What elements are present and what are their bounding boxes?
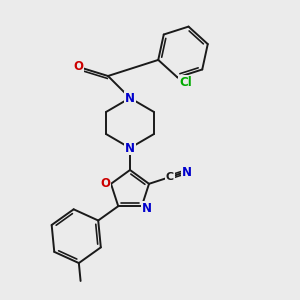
Text: N: N	[182, 166, 192, 179]
Text: O: O	[100, 177, 110, 190]
Text: Cl: Cl	[179, 76, 192, 89]
Text: N: N	[142, 202, 152, 215]
Text: N: N	[125, 92, 135, 104]
Text: O: O	[73, 59, 83, 73]
Text: N: N	[125, 142, 135, 154]
Text: C: C	[166, 172, 174, 182]
